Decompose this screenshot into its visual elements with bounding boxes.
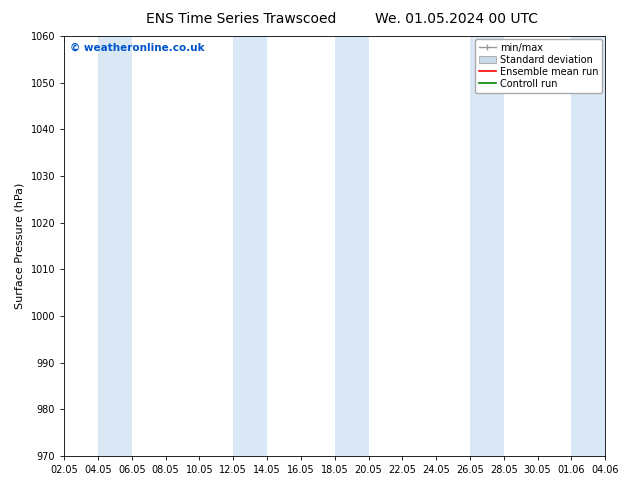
Text: © weatheronline.co.uk: © weatheronline.co.uk: [70, 43, 204, 52]
Bar: [470, 36, 504, 456]
Bar: [98, 36, 132, 456]
Bar: [571, 36, 605, 456]
Y-axis label: Surface Pressure (hPa): Surface Pressure (hPa): [15, 183, 25, 309]
Text: ENS Time Series Trawscoed: ENS Time Series Trawscoed: [146, 12, 336, 26]
Text: We. 01.05.2024 00 UTC: We. 01.05.2024 00 UTC: [375, 12, 538, 26]
Legend: min/max, Standard deviation, Ensemble mean run, Controll run: min/max, Standard deviation, Ensemble me…: [475, 39, 602, 93]
Bar: [233, 36, 267, 456]
Bar: [335, 36, 368, 456]
